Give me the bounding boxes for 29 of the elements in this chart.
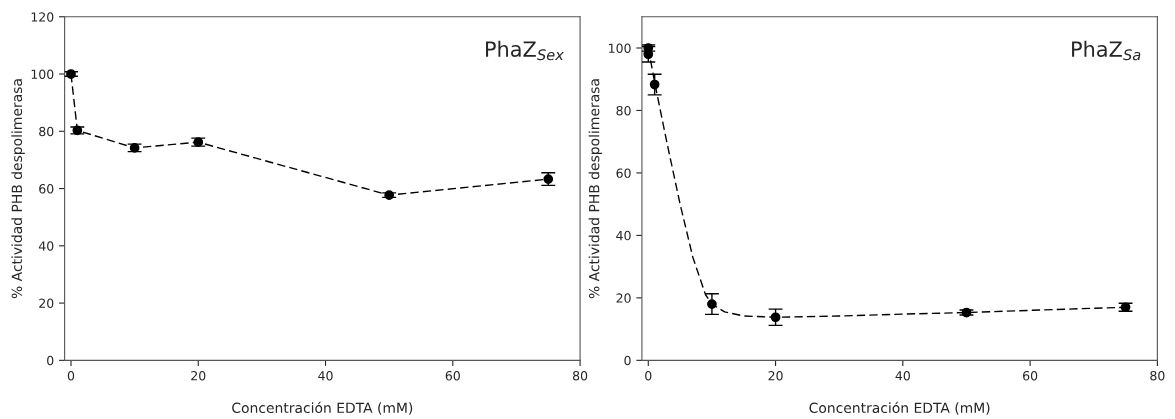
y-tick-label: 20 [39, 298, 54, 308]
x-tick-label: 20 [191, 370, 206, 381]
x-tick-label: 0 [645, 370, 652, 381]
y-tick-label: 60 [616, 168, 631, 178]
y-axis-title: % Actividad PHB despolimerasa [11, 79, 25, 299]
y-axis-title: % Actividad PHB despolimerasa [588, 79, 603, 299]
y-tick-label: 40 [616, 230, 631, 241]
y-tick-label: 40 [38, 241, 54, 251]
x-tick-label: 40 [895, 370, 910, 381]
x-tick-label: 40 [318, 370, 333, 381]
y-tick-label: 100 [31, 69, 54, 79]
annotation: PhaZ$_{Sex}$ [486, 40, 564, 61]
y-tick-label: 80 [39, 126, 54, 137]
x-tick-label: 80 [1150, 370, 1165, 381]
y-tick-label: 20 [616, 293, 631, 303]
x-axis-title: Concentración EDTA (mM) [809, 401, 990, 415]
x-axis-title: Concentración EDTA (mM) [232, 401, 413, 415]
x-tick-label: 0 [67, 370, 75, 381]
annotation: PhaZ$_{Sa}$ [1072, 40, 1141, 61]
y-tick-label: 0 [624, 355, 631, 366]
x-tick-label: 60 [1023, 370, 1038, 381]
x-tick-label: 80 [572, 370, 588, 381]
y-tick-label: 120 [31, 12, 54, 22]
y-tick-label: 100 [609, 43, 631, 53]
x-tick-label: 60 [445, 370, 460, 381]
x-tick-label: 20 [768, 370, 783, 381]
y-tick-label: 60 [39, 184, 54, 194]
y-tick-label: 0 [47, 355, 54, 366]
y-tick-label: 80 [616, 105, 631, 116]
